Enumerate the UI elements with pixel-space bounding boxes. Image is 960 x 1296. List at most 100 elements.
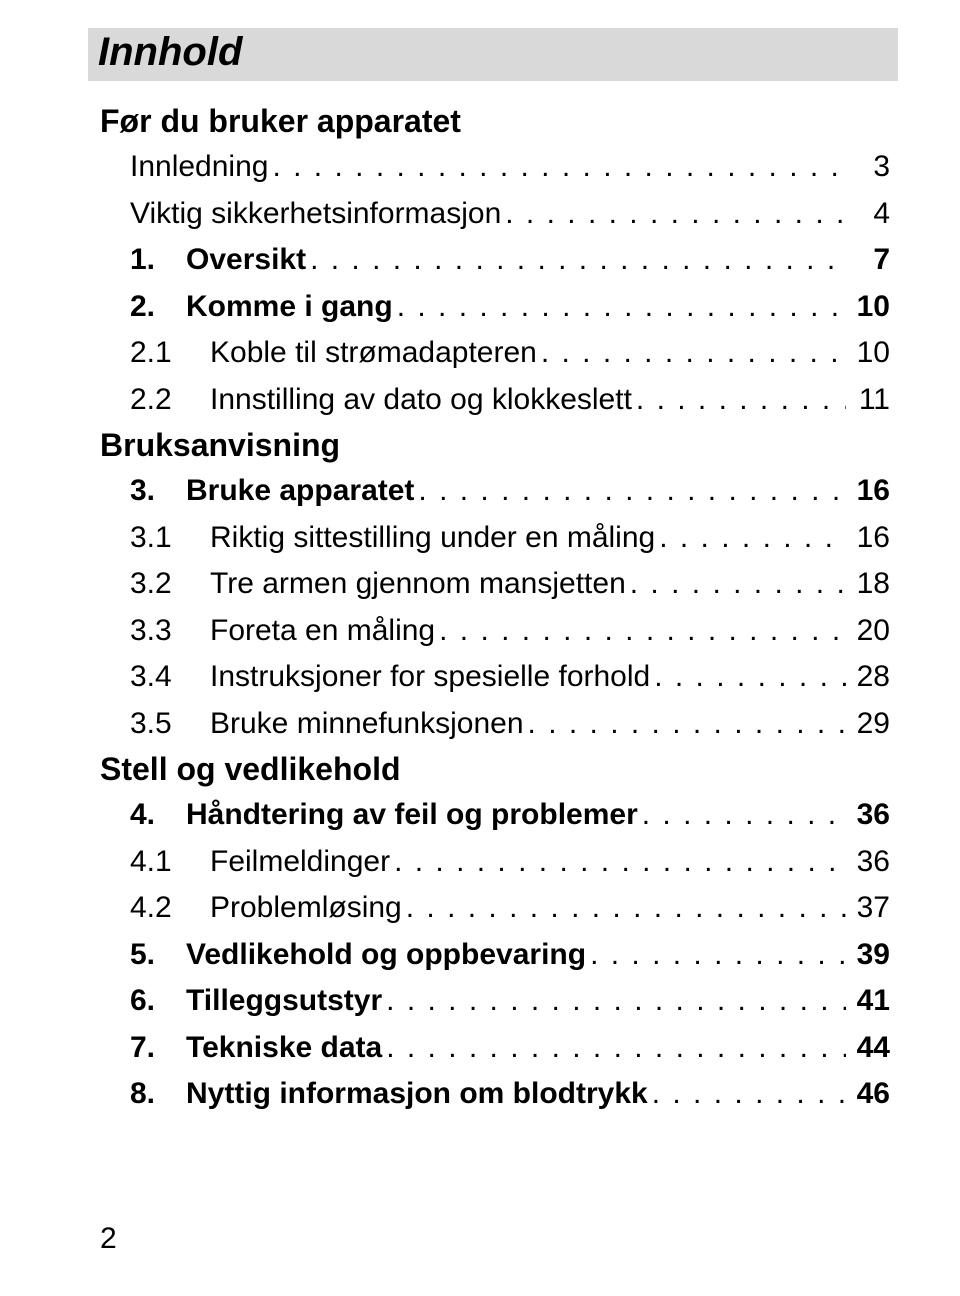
section-heading: Før du bruker apparatet [100, 103, 890, 140]
toc-entry-number: 3. [100, 468, 186, 515]
toc-entry-number: 8. [100, 1071, 186, 1118]
toc-entry-page: 46 [846, 1071, 890, 1118]
toc-entry-page: 20 [846, 608, 890, 655]
toc-entry-page: 37 [846, 885, 890, 932]
toc-entry-page: 28 [846, 654, 890, 701]
toc-leader-dots: . . . . . . . . . . . . . . . . . . . . … [524, 701, 846, 748]
toc-entry-label: Problemløsing [210, 885, 402, 932]
toc-entry-number: 2. [100, 284, 186, 331]
toc-entry: 3.4Instruksjoner for spesielle forhold. … [100, 654, 890, 701]
toc-entry: 3.Bruke apparatet. . . . . . . . . . . .… [100, 468, 890, 515]
toc-entry-label: Tre armen gjennom mansjetten [210, 561, 626, 608]
toc-entry-page: 3 [846, 144, 890, 191]
toc-entry-number: 4.2 [100, 885, 210, 932]
toc-entry-number: 3.2 [100, 561, 210, 608]
toc-leader-dots: . . . . . . . . . . . . . . . . . . . . … [435, 608, 846, 655]
toc-entry-number: 3.3 [100, 608, 210, 655]
toc-entry: Innledning. . . . . . . . . . . . . . . … [100, 144, 890, 191]
toc-leader-dots: . . . . . . . . . . . . . . . . . . . . … [501, 191, 846, 238]
toc-entry: 5.Vedlikehold og oppbevaring. . . . . . … [100, 932, 890, 979]
toc-entry-label: Riktig sittestilling under en måling [210, 515, 655, 562]
toc-leader-dots: . . . . . . . . . . . . . . . . . . . . … [638, 792, 846, 839]
toc-entry-page: 16 [846, 515, 890, 562]
toc-entry-label: Tilleggsutstyr [186, 978, 382, 1025]
toc-entry-page: 10 [846, 284, 890, 331]
toc-entry-page: 41 [846, 978, 890, 1025]
toc-entry-page: 39 [846, 932, 890, 979]
toc-leader-dots: . . . . . . . . . . . . . . . . . . . . … [382, 1025, 846, 1072]
toc-entry-label: Bruke apparatet [186, 468, 414, 515]
toc-entry-label: Foreta en måling [210, 608, 435, 655]
toc-entry: 2.Komme i gang. . . . . . . . . . . . . … [100, 284, 890, 331]
toc-entry: 2.1Koble til strømadapteren. . . . . . .… [100, 330, 890, 377]
toc-entry-number: 6. [100, 978, 186, 1025]
toc-entry-page: 18 [846, 561, 890, 608]
toc-entry-number: 1. [100, 237, 186, 284]
toc-entry: 4.1Feilmeldinger. . . . . . . . . . . . … [100, 839, 890, 886]
toc-entry-label: Håndtering av feil og problemer [186, 792, 638, 839]
toc-entry-page: 10 [846, 330, 890, 377]
toc-entry: 4.2Problemløsing. . . . . . . . . . . . … [100, 885, 890, 932]
toc-entry-label: Nyttig informasjon om blodtrykk [186, 1071, 648, 1118]
toc-leader-dots: . . . . . . . . . . . . . . . . . . . . … [402, 885, 846, 932]
toc-entry-label: Vedlikehold og oppbevaring [186, 932, 586, 979]
toc-entry-label: Bruke minnefunksjonen [210, 701, 524, 748]
toc-entry-label: Tekniske data [186, 1025, 382, 1072]
toc-entry-label: Oversikt [186, 237, 306, 284]
toc-entry-label: Instruksjoner for spesielle forhold [210, 654, 650, 701]
toc-entry: 2.2Innstilling av dato og klokkeslett. .… [100, 377, 890, 424]
toc-entry: 1.Oversikt. . . . . . . . . . . . . . . … [100, 237, 890, 284]
toc-entry-number: 4. [100, 792, 186, 839]
toc-entry-number: 4.1 [100, 839, 210, 886]
toc-leader-dots: . . . . . . . . . . . . . . . . . . . . … [268, 144, 846, 191]
toc-entry: 8.Nyttig informasjon om blodtrykk. . . .… [100, 1071, 890, 1118]
toc-leader-dots: . . . . . . . . . . . . . . . . . . . . … [306, 237, 846, 284]
table-of-contents: Før du bruker apparatetInnledning. . . .… [100, 103, 890, 1118]
toc-entry-page: 36 [846, 792, 890, 839]
toc-entry-label: Viktig sikkerhetsinformasjon [130, 191, 501, 238]
toc-leader-dots: . . . . . . . . . . . . . . . . . . . . … [626, 561, 846, 608]
toc-entry: 4.Håndtering av feil og problemer. . . .… [100, 792, 890, 839]
toc-entry: 7.Tekniske data. . . . . . . . . . . . .… [100, 1025, 890, 1072]
toc-entry-page: 29 [846, 701, 890, 748]
toc-entry: 3.3Foreta en måling. . . . . . . . . . .… [100, 608, 890, 655]
toc-entry: 3.2Tre armen gjennom mansjetten. . . . .… [100, 561, 890, 608]
toc-entry-number: 5. [100, 932, 186, 979]
toc-entry-label: Komme i gang [186, 284, 393, 331]
toc-entry-page: 4 [846, 191, 890, 238]
toc-entry-label: Innledning [130, 144, 268, 191]
toc-entry: 3.1Riktig sittestilling under en måling.… [100, 515, 890, 562]
toc-entry-label: Koble til strømadapteren [210, 330, 537, 377]
toc-leader-dots: . . . . . . . . . . . . . . . . . . . . … [650, 654, 846, 701]
page-number: 2 [100, 1222, 117, 1256]
toc-leader-dots: . . . . . . . . . . . . . . . . . . . . … [537, 330, 846, 377]
section-heading: Bruksanvisning [100, 427, 890, 464]
toc-leader-dots: . . . . . . . . . . . . . . . . . . . . … [393, 284, 846, 331]
toc-entry-page: 11 [846, 377, 890, 424]
toc-leader-dots: . . . . . . . . . . . . . . . . . . . . … [414, 468, 846, 515]
toc-entry-number: 2.2 [100, 377, 210, 424]
toc-leader-dots: . . . . . . . . . . . . . . . . . . . . … [382, 978, 846, 1025]
toc-leader-dots: . . . . . . . . . . . . . . . . . . . . … [586, 932, 846, 979]
toc-leader-dots: . . . . . . . . . . . . . . . . . . . . … [648, 1071, 846, 1118]
toc-entry-page: 36 [846, 839, 890, 886]
toc-entry-number: 2.1 [100, 330, 210, 377]
toc-entry-label: Feilmeldinger [210, 839, 390, 886]
toc-entry-number: 7. [100, 1025, 186, 1072]
toc-leader-dots: . . . . . . . . . . . . . . . . . . . . … [655, 515, 846, 562]
toc-entry-page: 16 [846, 468, 890, 515]
page-title: Innhold [98, 30, 888, 75]
toc-entry-number: 3.5 [100, 701, 210, 748]
section-heading: Stell og vedlikehold [100, 751, 890, 788]
toc-leader-dots: . . . . . . . . . . . . . . . . . . . . … [632, 377, 846, 424]
toc-leader-dots: . . . . . . . . . . . . . . . . . . . . … [390, 839, 846, 886]
title-bar: Innhold [88, 28, 898, 81]
toc-entry-number: 3.1 [100, 515, 210, 562]
toc-entry-label: Innstilling av dato og klokkeslett [210, 377, 632, 424]
toc-entry-number: 3.4 [100, 654, 210, 701]
toc-entry-page: 44 [846, 1025, 890, 1072]
toc-entry: 3.5Bruke minnefunksjonen. . . . . . . . … [100, 701, 890, 748]
toc-entry: 6.Tilleggsutstyr. . . . . . . . . . . . … [100, 978, 890, 1025]
toc-entry: Viktig sikkerhetsinformasjon. . . . . . … [100, 191, 890, 238]
toc-entry-page: 7 [846, 237, 890, 284]
